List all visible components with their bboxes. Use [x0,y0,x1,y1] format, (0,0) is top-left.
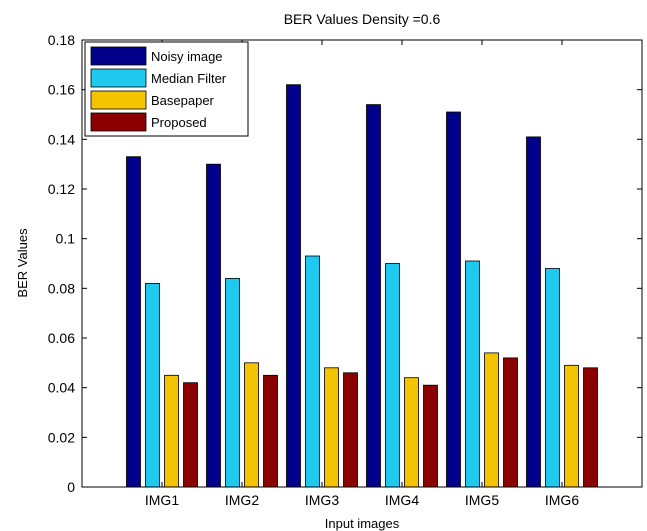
y-tick-label: 0.04 [48,380,75,396]
bar-noisy-image-img4 [366,104,381,488]
x-tick-label: IMG6 [545,492,579,508]
bar-basepaper-img2 [244,362,259,488]
bar-noisy-image-img3 [286,84,301,488]
plot-frame [81,39,643,488]
bar-proposed-img4 [423,384,438,488]
legend-label: Noisy image [151,49,223,64]
y-tick-label: 0.02 [48,429,75,445]
bar-basepaper-img1 [164,374,179,488]
y-tick-label: 0.1 [56,231,76,247]
y-tick-label: 0.08 [48,280,75,296]
bar-noisy-image-img2 [206,163,221,488]
x-tick-label: IMG2 [225,492,259,508]
legend: Noisy image Median Filter Basepaper Propose… [84,41,249,137]
bar-proposed-img3 [343,372,358,488]
bar-basepaper-img3 [324,367,339,488]
bar-median-filter-img6 [545,268,560,488]
x-axis-label: Input images [325,516,400,531]
axes-group: 0 0.02 0.04 0.06 0.08 0.1 0.12 0.14 0.16 0.18 IMG1… [48,32,643,508]
bars-group [126,84,598,488]
bar-basepaper-img4 [404,377,419,488]
chart-title: BER Values Density =0.6 [284,11,441,27]
legend-swatch-noisy-image [90,46,147,66]
bar-proposed-img6 [583,367,598,488]
y-tick-label: 0.14 [48,131,75,147]
x-tick-label: IMG4 [385,492,419,508]
bar-noisy-image-img6 [526,136,541,488]
y-tick-label: 0.12 [48,181,75,197]
legend-label: Median Filter [151,71,227,86]
x-tick-label: IMG3 [305,492,339,508]
x-tick-label: IMG5 [465,492,499,508]
legend-swatch-proposed [90,112,147,132]
bar-proposed-img2 [263,374,278,488]
bar-median-filter-img1 [145,282,160,488]
y-tick-label: 0.06 [48,330,75,346]
bar-proposed-img5 [503,357,518,488]
bar-median-filter-img2 [225,277,240,488]
bar-noisy-image-img5 [446,111,461,488]
x-tick-label: IMG1 [145,492,179,508]
legend-label: Proposed [151,115,207,130]
legend-label: Basepaper [151,93,215,108]
y-tick-label: 0.16 [48,82,75,98]
bar-proposed-img1 [183,382,198,488]
y-tick-label: 0.18 [48,32,75,48]
bar-median-filter-img4 [385,263,400,488]
y-axis-label: BER Values [15,228,30,298]
y-tick-label: 0 [67,479,75,495]
bar-basepaper-img5 [484,352,499,488]
legend-swatch-basepaper [90,90,147,110]
bar-noisy-image-img1 [126,156,141,488]
bar-median-filter-img3 [305,255,320,488]
bar-median-filter-img5 [465,260,480,488]
legend-swatch-median-filter [90,68,147,88]
bar-basepaper-img6 [564,364,579,488]
